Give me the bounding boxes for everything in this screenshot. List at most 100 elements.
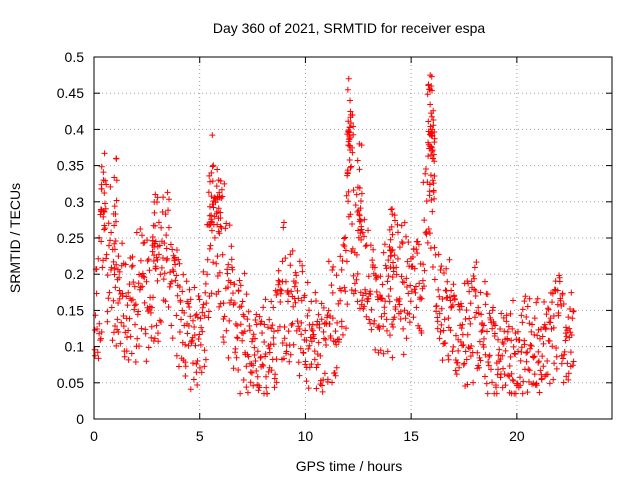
data-point: [193, 360, 200, 367]
data-point: [405, 290, 412, 297]
data-point: [191, 284, 198, 291]
data-point: [546, 337, 553, 344]
y-tick-label: 0.35: [57, 158, 84, 174]
data-point: [182, 359, 189, 366]
data-point: [460, 361, 467, 368]
data-point: [379, 281, 386, 288]
data-point: [179, 288, 186, 295]
data-point: [249, 338, 256, 345]
data-point: [501, 328, 508, 335]
data-point: [429, 148, 436, 155]
data-point: [233, 354, 240, 361]
data-point: [199, 304, 206, 311]
data-point: [231, 299, 238, 306]
data-point: [184, 330, 191, 337]
data-point: [168, 322, 175, 329]
data-point: [560, 379, 567, 386]
data-point: [417, 294, 424, 301]
data-point: [495, 352, 502, 359]
data-point: [370, 246, 377, 253]
data-point: [295, 323, 302, 330]
data-point: [382, 298, 389, 305]
data-point: [216, 189, 223, 196]
data-point: [249, 369, 256, 376]
data-point: [430, 180, 437, 187]
data-point: [118, 319, 125, 326]
data-point: [116, 274, 123, 281]
data-point: [425, 225, 432, 232]
data-point: [433, 302, 440, 309]
data-point: [401, 279, 408, 286]
data-point: [345, 198, 352, 205]
data-point: [93, 290, 100, 297]
data-point: [113, 197, 120, 204]
data-point: [541, 321, 548, 328]
data-point: [202, 289, 209, 296]
data-point: [99, 264, 106, 271]
data-point: [509, 376, 516, 383]
data-point: [373, 274, 380, 281]
data-point: [453, 332, 460, 339]
data-point: [232, 345, 239, 352]
data-point: [314, 361, 321, 368]
data-point: [543, 311, 550, 318]
data-point: [430, 189, 437, 196]
data-point: [290, 303, 297, 310]
data-point: [350, 123, 357, 130]
data-point: [193, 311, 200, 318]
data-point: [549, 343, 556, 350]
data-point: [483, 380, 490, 387]
data-point: [460, 342, 467, 349]
x-tick-label: 15: [403, 428, 419, 444]
data-point: [378, 295, 385, 302]
data-point: [149, 237, 156, 244]
data-point: [436, 293, 443, 300]
data-point: [504, 328, 511, 335]
data-point: [280, 355, 287, 362]
data-point: [398, 222, 405, 229]
data-point: [541, 299, 548, 306]
data-point: [298, 331, 305, 338]
data-point: [189, 337, 196, 344]
data-point: [262, 296, 269, 303]
data-point: [287, 251, 294, 258]
data-point: [220, 333, 227, 340]
data-point: [544, 357, 551, 364]
data-point: [562, 337, 569, 344]
data-point: [467, 353, 474, 360]
data-point: [263, 384, 270, 391]
data-point: [110, 211, 117, 218]
data-point: [298, 297, 305, 304]
data-point: [269, 322, 276, 329]
grid-lines: [94, 57, 612, 419]
data-point: [270, 304, 277, 311]
data-point: [451, 292, 458, 299]
data-point: [533, 299, 540, 306]
data-point: [477, 289, 484, 296]
data-point: [163, 232, 170, 239]
data-point: [508, 370, 515, 377]
data-point: [476, 338, 483, 345]
data-point: [227, 279, 234, 286]
data-point: [345, 188, 352, 195]
data-point: [333, 341, 340, 348]
data-point: [104, 272, 111, 279]
data-point: [422, 166, 429, 173]
data-point: [368, 326, 375, 333]
data-point: [264, 324, 271, 331]
data-point: [131, 302, 138, 309]
data-point: [343, 258, 350, 265]
data-point: [474, 349, 481, 356]
data-point: [447, 327, 454, 334]
data-point: [518, 349, 525, 356]
y-tick-label: 0.25: [57, 230, 84, 246]
data-point: [567, 349, 574, 356]
data-point: [218, 224, 225, 231]
data-point: [345, 75, 352, 82]
data-point: [403, 335, 410, 342]
data-point: [309, 321, 316, 328]
data-point: [389, 354, 396, 361]
data-point: [178, 316, 185, 323]
data-point: [485, 359, 492, 366]
data-point: [337, 253, 344, 260]
